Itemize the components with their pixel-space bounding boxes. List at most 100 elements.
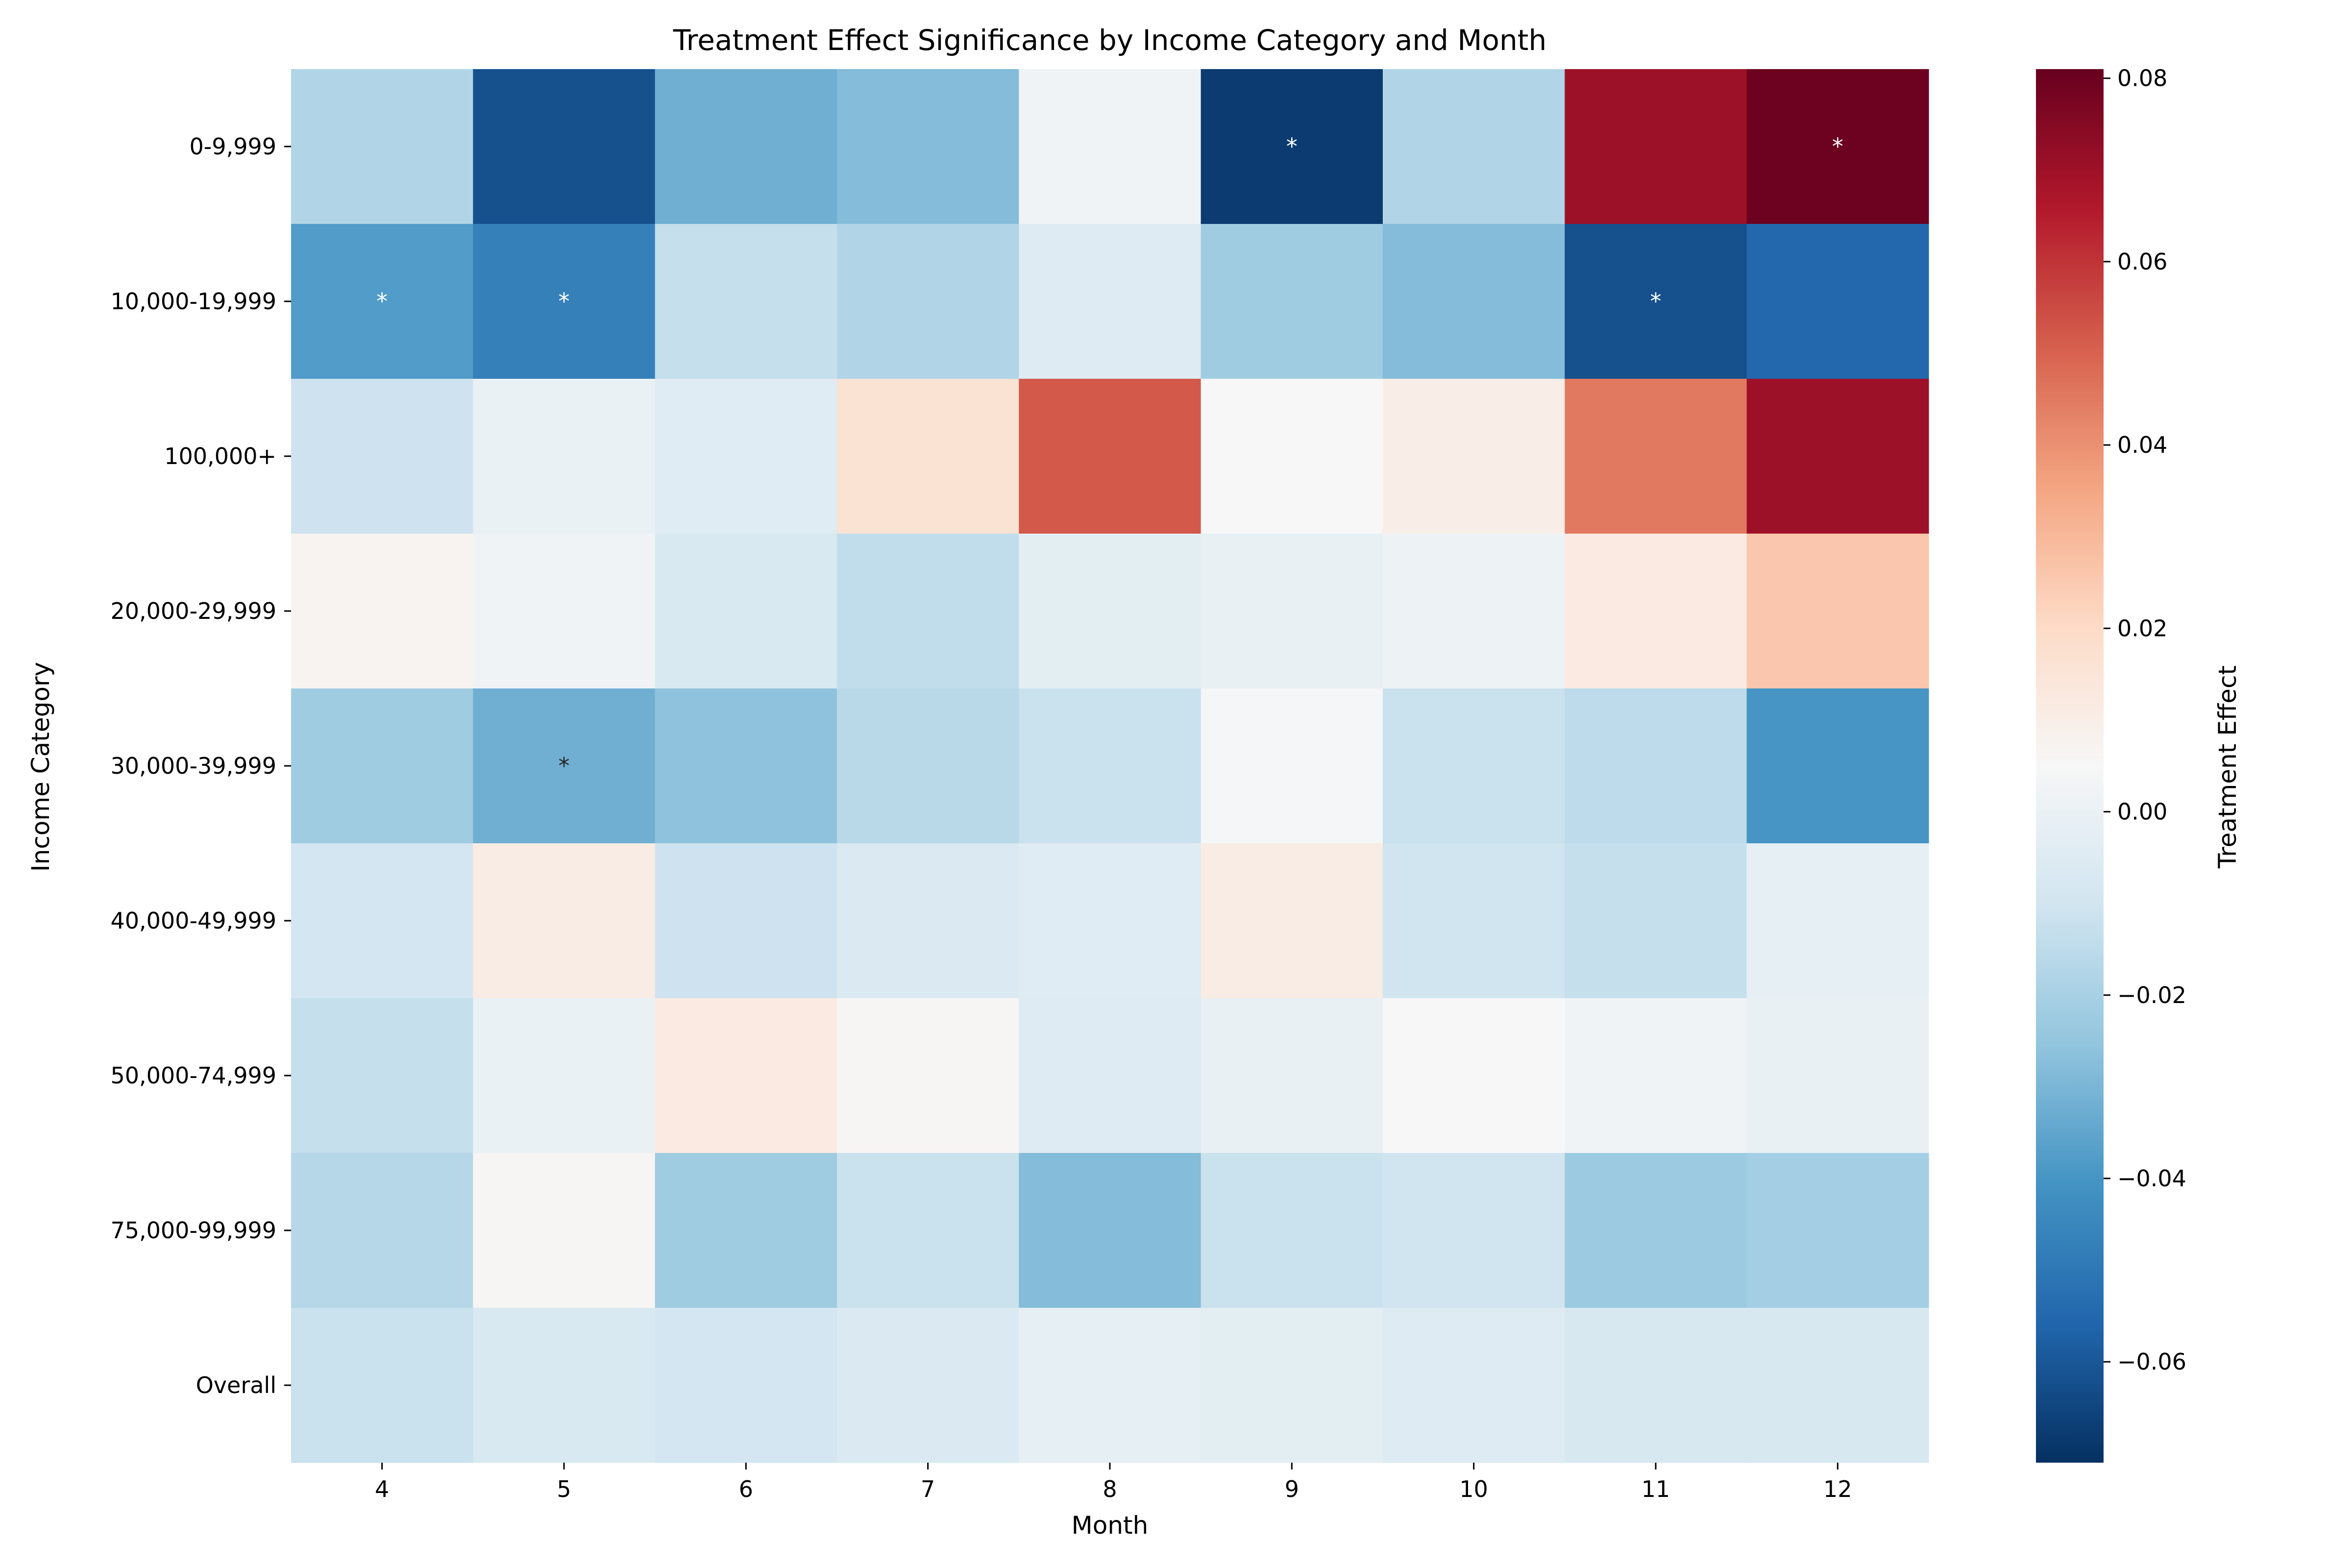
heatmap-cell (1565, 379, 1747, 534)
x-axis-label: Month (1072, 1511, 1149, 1540)
heatmap-cell (473, 998, 656, 1153)
heatmap-cell (1383, 688, 1565, 844)
heatmap-cell (291, 69, 473, 224)
colorbar-tick-label: −0.06 (2117, 1348, 2186, 1375)
significance-markers: * * * * * * (376, 133, 1843, 779)
heatmap-cell (473, 224, 656, 379)
heatmap-cell (1746, 688, 1929, 844)
heatmap-cell (1019, 379, 1201, 534)
y-tick-label: 0-9,999 (189, 133, 276, 160)
heatmap-cell (1019, 843, 1201, 999)
heatmap-cell (291, 843, 473, 999)
x-tick-label: 7 (921, 1476, 935, 1502)
heatmap-cell (473, 379, 656, 534)
heatmap-cell (473, 1308, 656, 1463)
heatmap-cell (1746, 224, 1929, 379)
y-tick-label: 30,000-39,999 (110, 753, 276, 779)
x-tick-label: 5 (557, 1476, 571, 1502)
heatmap-cell (1383, 1153, 1565, 1308)
heatmap-cell (291, 998, 473, 1153)
x-tick-label: 11 (1642, 1476, 1670, 1502)
heatmap-cell (1746, 998, 1929, 1153)
y-tick-label: 20,000-29,999 (110, 598, 276, 624)
heatmap-cell (1746, 534, 1929, 689)
significance-marker: * (376, 288, 388, 315)
heatmap-cell (1746, 1153, 1929, 1308)
heatmap-cell (1019, 998, 1201, 1153)
colorbar-tick-label: 0.04 (2117, 432, 2167, 458)
y-tick-label: 100,000+ (164, 443, 276, 469)
heatmap-cell (473, 534, 656, 689)
heatmap-cell (1383, 998, 1565, 1153)
heatmap-cell (1565, 1153, 1747, 1308)
heatmap-cell (655, 379, 837, 534)
heatmap-cell (1200, 688, 1383, 844)
heatmap-cell (655, 998, 837, 1153)
heatmap-cell (837, 843, 1019, 999)
heatmap-cell (1200, 843, 1383, 999)
heatmap-cell (1565, 843, 1747, 999)
heatmap-cell (1019, 224, 1201, 379)
heatmap-cell (1746, 1308, 1929, 1463)
heatmap-cell (291, 224, 473, 379)
x-tick-label: 9 (1285, 1476, 1299, 1502)
heatmap-cell (837, 69, 1019, 224)
heatmap-cell (655, 843, 837, 999)
heatmap-cell (1565, 534, 1747, 689)
heatmap-cell (1019, 1308, 1201, 1463)
significance-marker: * (559, 288, 570, 315)
heatmap-cell (837, 1153, 1019, 1308)
y-tick-label: 10,000-19,999 (110, 288, 276, 315)
heatmap-cell (1019, 1153, 1201, 1308)
heatmap-cell (473, 1153, 656, 1308)
significance-marker: * (1650, 288, 1662, 315)
colorbar-tick-label: 0.06 (2117, 248, 2167, 275)
heatmap-cell (1019, 69, 1201, 224)
y-tick-label: 50,000-74,999 (110, 1062, 276, 1089)
colorbar-tick-label: −0.02 (2117, 982, 2186, 1008)
colorbar-tick-label: 0.02 (2117, 615, 2167, 641)
heatmap-cell (473, 688, 656, 844)
heatmap-cell (1200, 224, 1383, 379)
heatmap-cell (1383, 1308, 1565, 1463)
x-tick-label: 12 (1823, 1476, 1852, 1502)
heatmap-cell (1200, 534, 1383, 689)
heatmap-cells (291, 69, 1929, 1463)
heatmap-cell (1019, 688, 1201, 844)
heatmap-cell (655, 69, 837, 224)
x-tick-label: 6 (739, 1476, 753, 1502)
heatmap-cell (837, 224, 1019, 379)
heatmap-cell (1746, 69, 1929, 224)
heatmap-cell (837, 1308, 1019, 1463)
x-tick-label: 8 (1102, 1476, 1117, 1502)
colorbar-label: Treatment Effect (2213, 665, 2242, 869)
heatmap-cell (1746, 379, 1929, 534)
heatmap-cell (291, 379, 473, 534)
heatmap-cell (1383, 379, 1565, 534)
heatmap-cell (291, 1153, 473, 1308)
y-tick-label: Overall (196, 1372, 276, 1398)
colorbar-tick-label: 0.08 (2117, 65, 2167, 92)
heatmap-cell (291, 688, 473, 844)
y-tick-label: 40,000-49,999 (110, 907, 276, 934)
colorbar-tick-label: 0.00 (2117, 799, 2167, 825)
heatmap-cell (655, 688, 837, 844)
x-axis-ticks: 4 5 6 7 8 9 10 11 12 (375, 1463, 1852, 1502)
x-tick-label: 10 (1459, 1476, 1488, 1502)
heatmap-cell (1383, 69, 1565, 224)
heatmap-cell (1565, 998, 1747, 1153)
y-tick-label: 75,000-99,999 (110, 1217, 276, 1244)
heatmap-cell (1200, 69, 1383, 224)
colorbar-ticks: 0.08 0.06 0.04 0.02 0.00 −0.02 −0.04 −0.06 (2104, 65, 2186, 1375)
colorbar-tick-label: −0.04 (2117, 1165, 2186, 1192)
heatmap-cell (1383, 224, 1565, 379)
heatmap-cell (655, 224, 837, 379)
significance-marker: * (1286, 133, 1298, 160)
heatmap-cell (837, 379, 1019, 534)
heatmap-cell (655, 1153, 837, 1308)
heatmap-cell (1565, 69, 1747, 224)
heatmap-cell (837, 534, 1019, 689)
chart-title: Treatment Effect Significance by Income … (673, 24, 1546, 57)
significance-marker: * (1832, 133, 1843, 160)
